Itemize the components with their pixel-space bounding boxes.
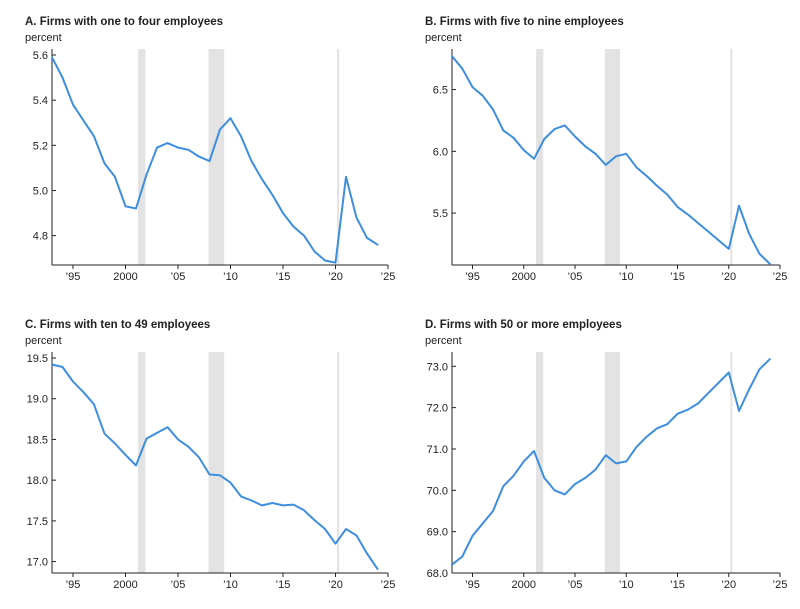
y-tick-label: 5.4 <box>33 95 48 107</box>
x-tick-label: ’25 <box>381 271 396 283</box>
x-tick-label: ’15 <box>670 579 685 591</box>
chart-panel-1: A. Firms with one to four employees perce… <box>25 16 395 283</box>
recession-band <box>604 49 621 265</box>
y-axis-unit-label: percent <box>425 32 462 44</box>
y-tick-label: 17.5 <box>27 516 48 528</box>
series-line <box>451 55 771 265</box>
recession-band <box>337 352 340 573</box>
y-tick-label: 5.2 <box>33 140 48 152</box>
x-tick-label: ’95 <box>66 579 81 591</box>
recession-band <box>604 352 621 573</box>
recession-band <box>730 352 733 573</box>
x-tick-label: ’05 <box>568 579 583 591</box>
y-tick-label: 19.0 <box>27 394 48 406</box>
x-tick-label: 2000 <box>113 579 137 591</box>
chart-title: D. Firms with 50 or more employees <box>425 319 622 331</box>
chart-title: C. Firms with ten to 49 employees <box>25 319 210 331</box>
series-line <box>451 358 771 566</box>
x-tick-label: ’10 <box>223 579 238 591</box>
y-axis-unit-label: percent <box>25 335 62 347</box>
x-tick-label: 2000 <box>512 579 536 591</box>
recession-band <box>337 49 340 265</box>
y-tick-label: 17.0 <box>27 557 48 569</box>
x-tick-label: ’15 <box>276 271 291 283</box>
x-tick-label: ’20 <box>328 271 343 283</box>
x-tick-label: ’95 <box>465 271 480 283</box>
x-tick-label: ’25 <box>773 579 788 591</box>
x-tick-label: ’10 <box>619 271 634 283</box>
recession-band <box>536 352 544 573</box>
recession-band <box>536 49 544 265</box>
recession-band <box>208 49 225 265</box>
x-tick-label: ’95 <box>465 579 480 591</box>
y-tick-label: 70.0 <box>427 485 448 497</box>
recession-band <box>138 352 146 573</box>
x-tick-label: ’95 <box>66 271 81 283</box>
y-tick-label: 5.5 <box>433 208 448 220</box>
series-line <box>51 56 379 264</box>
y-axis-unit-label: percent <box>25 32 62 44</box>
y-axis-unit-label: percent <box>425 335 462 347</box>
y-tick-label: 6.0 <box>433 146 448 158</box>
x-tick-label: ’15 <box>670 271 685 283</box>
x-tick-label: ’05 <box>171 579 186 591</box>
y-tick-label: 18.5 <box>27 434 48 446</box>
x-tick-label: ’10 <box>223 271 238 283</box>
y-tick-label: 72.0 <box>427 403 448 415</box>
y-tick-label: 5.0 <box>33 185 48 197</box>
x-tick-label: ’05 <box>171 271 186 283</box>
x-tick-label: ’05 <box>568 271 583 283</box>
y-tick-label: 73.0 <box>427 361 448 373</box>
chart-panel-4: D. Firms with 50 or more employees percen… <box>425 319 787 591</box>
y-tick-label: 19.5 <box>27 353 48 365</box>
y-tick-label: 69.0 <box>427 527 448 539</box>
x-tick-label: 2000 <box>512 271 536 283</box>
y-tick-label: 4.8 <box>33 231 48 243</box>
y-tick-label: 18.0 <box>27 475 48 487</box>
x-tick-label: 2000 <box>113 271 137 283</box>
chart-title: A. Firms with one to four employees <box>25 16 223 28</box>
x-tick-label: ’25 <box>773 271 788 283</box>
recession-band <box>730 49 733 265</box>
y-tick-label: 5.6 <box>33 50 48 62</box>
chart-panel-3: C. Firms with ten to 49 employees percent… <box>25 319 395 591</box>
recession-band <box>138 49 146 265</box>
x-tick-label: ’20 <box>721 579 736 591</box>
y-tick-label: 6.5 <box>433 85 448 97</box>
x-tick-label: ’25 <box>381 579 396 591</box>
chart-title: B. Firms with five to nine employees <box>425 16 624 28</box>
y-tick-label: 71.0 <box>427 444 448 456</box>
recession-band <box>208 352 225 573</box>
x-tick-label: ’10 <box>619 579 634 591</box>
chart-panel-2: B. Firms with five to nine employees perc… <box>425 16 787 283</box>
x-tick-label: ’15 <box>276 579 291 591</box>
y-tick-label: 68.0 <box>427 568 448 580</box>
x-tick-label: ’20 <box>721 271 736 283</box>
series-line <box>51 363 379 570</box>
x-tick-label: ’20 <box>328 579 343 591</box>
